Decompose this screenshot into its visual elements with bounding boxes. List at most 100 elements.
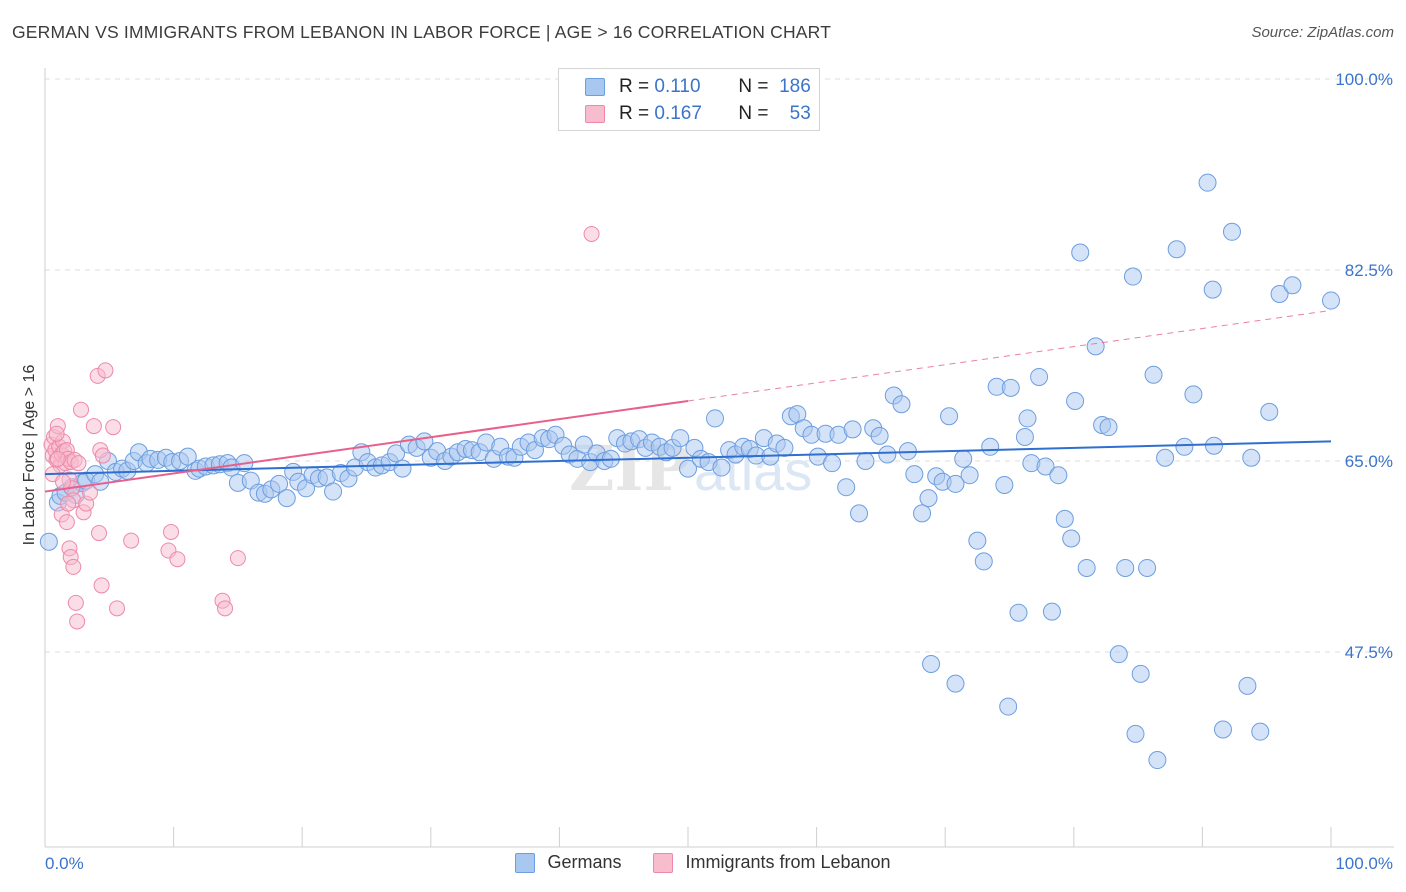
germans-point xyxy=(946,674,965,693)
legend-row-germans: R = 0.110 N = 186 xyxy=(585,75,811,99)
germans-point xyxy=(1055,509,1074,528)
germans-point xyxy=(999,697,1018,716)
y-tick-label: 65.0% xyxy=(1345,452,1393,471)
germans-point xyxy=(775,438,794,457)
germans-point xyxy=(393,459,412,478)
germans-point xyxy=(823,454,842,473)
legend-item-germans[interactable]: Germans xyxy=(515,852,621,873)
germans-point xyxy=(1198,173,1217,192)
germans-point xyxy=(1242,448,1261,467)
germans-point xyxy=(1018,409,1037,428)
germans-point xyxy=(1138,558,1157,577)
lebanon-point xyxy=(105,419,122,436)
germans-point xyxy=(878,445,897,464)
x-tick-label-min: 0.0% xyxy=(45,854,84,873)
y-axis-label: In Labor Force | Age > 16 xyxy=(21,365,38,546)
lebanon-point xyxy=(217,600,234,617)
germans-point xyxy=(1283,276,1302,295)
lebanon-point xyxy=(48,425,65,442)
lebanon-point xyxy=(73,401,90,418)
germans-point xyxy=(387,444,406,463)
lebanon-point xyxy=(91,525,108,542)
germans-point xyxy=(1203,280,1222,299)
lebanon-point xyxy=(169,551,186,568)
lebanon-swatch xyxy=(585,105,605,123)
germans-point xyxy=(1042,602,1061,621)
lebanon-legend-label: Immigrants from Lebanon xyxy=(685,852,891,872)
r-label: R = xyxy=(619,76,650,97)
tick-labels: 47.5% 65.0% 82.5% 100.0% 0.0% 100.0% xyxy=(45,70,1393,873)
series-legend: Germans Immigrants from Lebanon xyxy=(0,852,1406,873)
germans-point xyxy=(277,489,296,508)
n-value: 53 xyxy=(789,103,811,124)
source-label: Source: ZipAtlas.com xyxy=(1251,24,1394,41)
n-value: 186 xyxy=(779,76,811,97)
trend-lines xyxy=(44,309,1332,493)
germans-point xyxy=(679,459,697,478)
germans-point xyxy=(1036,457,1055,476)
legend-item-lebanon[interactable]: Immigrants from Lebanon xyxy=(653,852,891,873)
germans-point xyxy=(1270,285,1289,304)
lebanon-point xyxy=(163,523,180,540)
lebanon-trend-line xyxy=(44,399,689,493)
germans-point xyxy=(324,482,343,501)
germans-point xyxy=(870,426,889,445)
germans-point xyxy=(856,452,875,470)
germans-point xyxy=(1077,558,1096,577)
germans-point xyxy=(1322,291,1340,310)
lebanon-point xyxy=(69,613,86,630)
germans-point xyxy=(1238,676,1257,695)
lebanon-point xyxy=(93,577,110,594)
lebanon-point xyxy=(58,514,75,531)
y-tick-label: 47.5% xyxy=(1345,643,1393,662)
germans-point xyxy=(706,409,725,428)
germans-point xyxy=(1086,337,1105,356)
germans-point xyxy=(919,489,938,508)
germans-point xyxy=(1066,391,1085,410)
germans-point xyxy=(712,458,731,477)
germans-point xyxy=(995,476,1014,495)
germans-point xyxy=(946,474,965,493)
germans-point xyxy=(1251,722,1270,741)
lebanon-point xyxy=(123,532,140,549)
germans-point xyxy=(1167,240,1186,259)
grid-lines xyxy=(45,78,1394,653)
lebanon-point xyxy=(229,550,246,567)
germans-legend-swatch xyxy=(515,852,536,873)
germans-point xyxy=(1009,603,1028,622)
lebanon-trend-extension xyxy=(687,309,1332,402)
germans-point xyxy=(954,449,973,468)
lebanon-point xyxy=(109,600,126,617)
x-tick-label-max: 100.0% xyxy=(1335,854,1393,873)
germans-point xyxy=(270,474,289,493)
germans-point xyxy=(1109,645,1128,664)
germans-point xyxy=(1260,402,1279,421)
germans-point xyxy=(913,504,932,523)
germans-point xyxy=(1204,436,1223,455)
lebanon-points xyxy=(43,225,600,630)
germans-point xyxy=(1175,437,1194,456)
germans-point xyxy=(1071,243,1090,262)
germans-point xyxy=(1123,267,1142,286)
legend-row-lebanon: R = 0.167 N = 53 xyxy=(585,102,811,126)
germans-point xyxy=(1001,378,1020,397)
germans-point xyxy=(1184,385,1203,404)
lebanon-point xyxy=(55,473,72,490)
germans-point xyxy=(1099,418,1118,437)
germans-point xyxy=(671,429,690,448)
germans-point xyxy=(843,420,862,439)
lebanon-point xyxy=(85,418,102,435)
germans-point xyxy=(1116,558,1135,577)
germans-point xyxy=(940,407,959,426)
r-value: 0.110 xyxy=(654,76,701,97)
germans-point xyxy=(574,435,593,454)
germans-point xyxy=(1062,529,1081,548)
germans-point xyxy=(1144,365,1163,384)
r-value: 0.167 xyxy=(654,103,702,124)
r-label: R = xyxy=(619,103,650,124)
germans-point xyxy=(1156,448,1175,467)
germans-point xyxy=(905,465,924,484)
germans-point xyxy=(178,447,197,466)
n-label: N = xyxy=(738,103,769,124)
